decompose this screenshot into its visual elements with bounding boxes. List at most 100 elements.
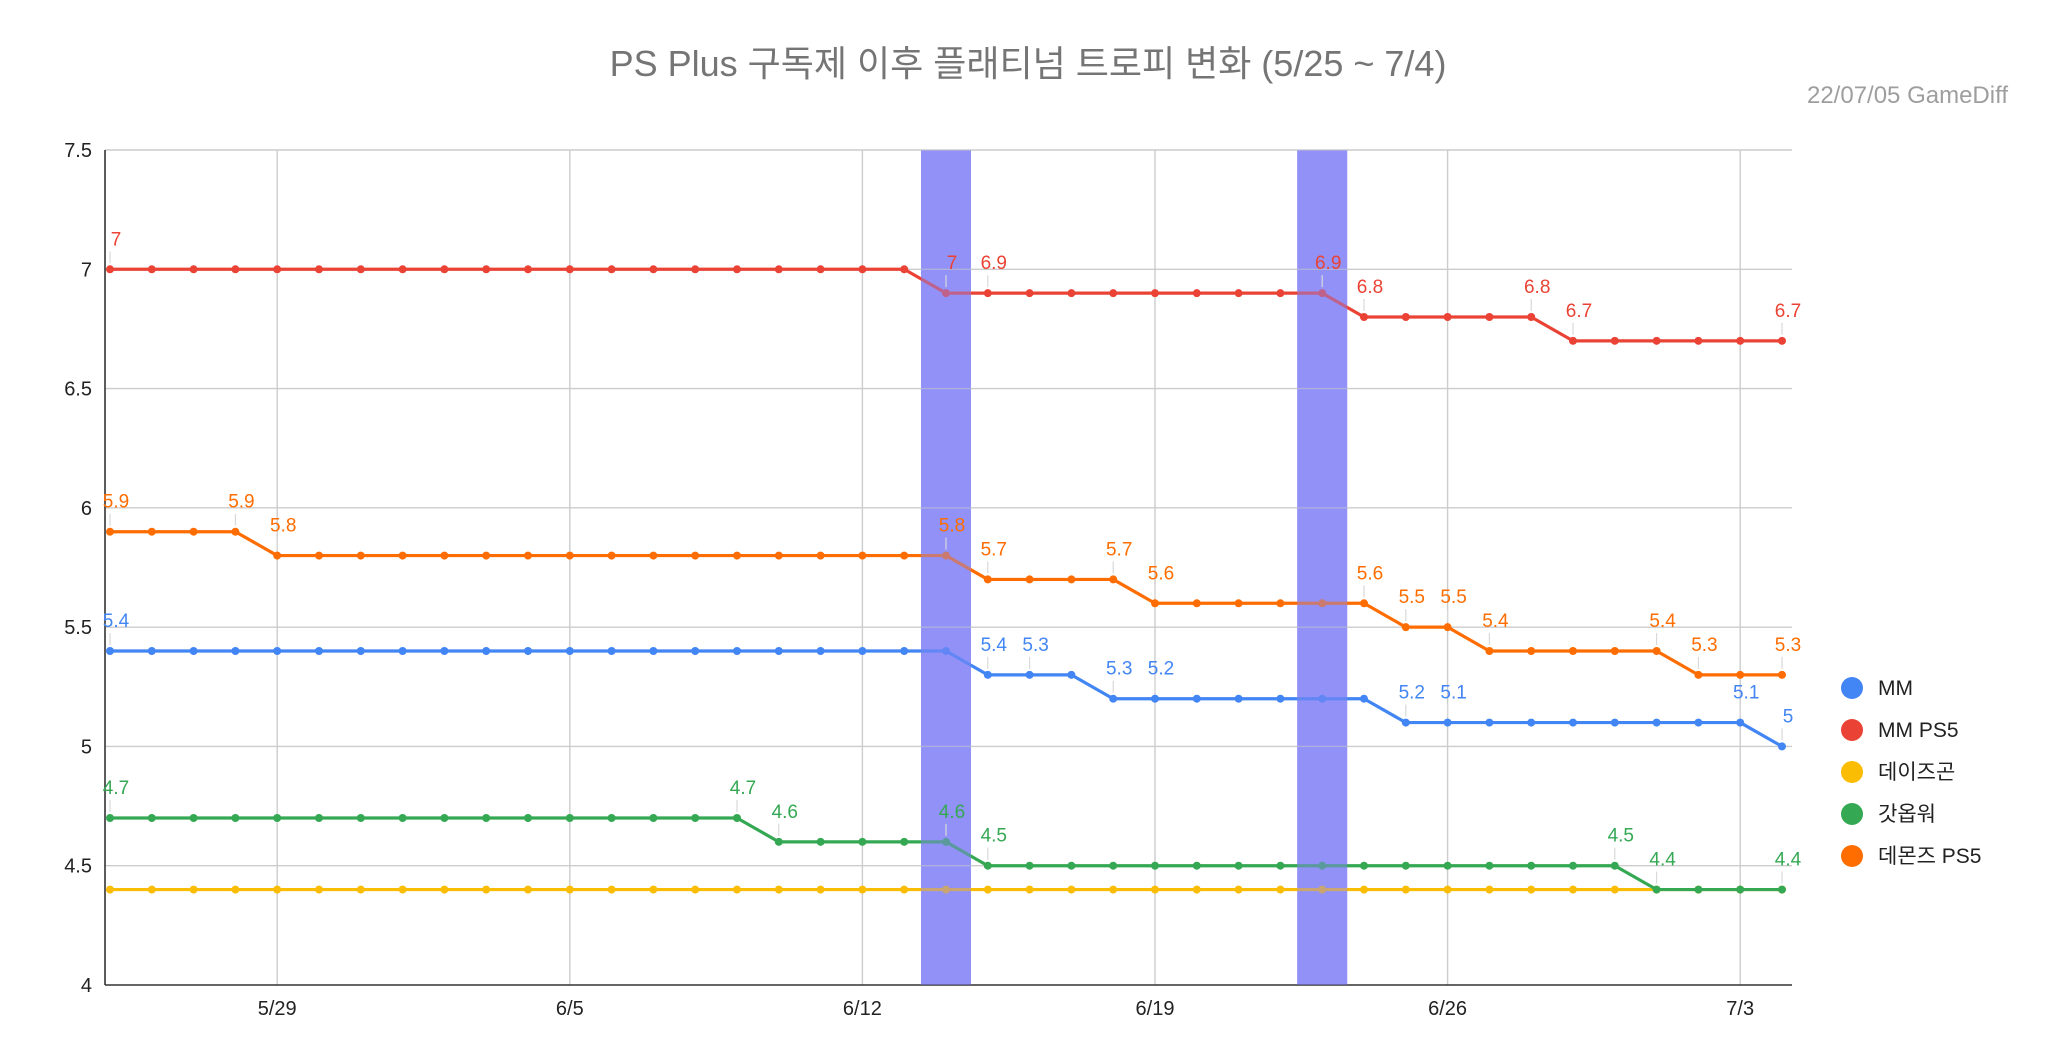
- data-label: 5.1: [1440, 683, 1466, 704]
- data-point: [1276, 289, 1285, 298]
- data-label: 5.7: [1106, 539, 1132, 560]
- data-point: [356, 885, 365, 894]
- data-point: [1151, 861, 1159, 870]
- data-point: [482, 814, 491, 822]
- data-point: [315, 814, 323, 822]
- data-point: [1401, 861, 1410, 870]
- x-tick-label: 6/12: [843, 998, 882, 1020]
- data-label: 5.4: [981, 635, 1008, 656]
- data-point: [1276, 861, 1285, 870]
- data-point: [440, 551, 449, 560]
- data-point: [524, 814, 532, 822]
- data-point: [1360, 885, 1368, 894]
- data-label: 6.8: [1524, 277, 1550, 298]
- data-point: [774, 885, 783, 894]
- legend-marker: [1841, 803, 1863, 825]
- data-point: [942, 551, 950, 560]
- data-label: 5.5: [1440, 587, 1466, 608]
- data-point: [1318, 694, 1327, 703]
- data-point: [1778, 670, 1786, 679]
- data-point: [983, 670, 992, 679]
- data-point: [1569, 885, 1577, 894]
- data-point: [147, 265, 156, 274]
- y-tick-label: 5.5: [64, 617, 92, 639]
- data-point: [1151, 885, 1159, 894]
- data-point: [1025, 861, 1034, 870]
- data-point: [1025, 575, 1034, 584]
- data-point: [649, 265, 658, 274]
- data-point: [524, 647, 532, 655]
- data-point: [1485, 313, 1494, 321]
- data-point: [1192, 861, 1201, 870]
- data-point: [1318, 885, 1327, 894]
- data-point: [482, 265, 491, 274]
- axes: [104, 150, 1792, 986]
- data-point: [1569, 718, 1577, 727]
- data-point: [900, 265, 909, 274]
- data-point: [1443, 861, 1452, 870]
- data-point: [691, 265, 700, 274]
- data-point: [649, 885, 658, 894]
- x-tick-label: 7/3: [1726, 998, 1754, 1020]
- data-point: [1485, 647, 1494, 655]
- data-point: [816, 885, 825, 894]
- data-point: [440, 885, 449, 894]
- x-tick-labels: 5/29 6/5 6/12 6/19 6/26 7/3: [258, 998, 1754, 1020]
- data-point: [1610, 647, 1619, 655]
- data-point: [1610, 718, 1619, 727]
- data-point: [1443, 623, 1452, 632]
- data-point: [440, 814, 449, 822]
- data-label: 5.4: [1482, 611, 1509, 632]
- legend-label: MM: [1878, 677, 1913, 700]
- data-point: [1234, 694, 1243, 703]
- legend-label: 데이즈곤: [1878, 761, 1955, 784]
- data-point: [733, 265, 741, 274]
- data-label: 5.2: [1148, 659, 1174, 680]
- data-point: [607, 265, 616, 274]
- data-point: [942, 289, 950, 298]
- data-point: [1025, 885, 1034, 894]
- data-point: [273, 265, 282, 274]
- x-tick-label: 5/29: [258, 998, 297, 1020]
- data-point: [1192, 289, 1201, 298]
- data-point: [356, 551, 365, 560]
- data-point: [398, 885, 407, 894]
- data-label: 6.7: [1566, 301, 1592, 322]
- data-point: [691, 885, 700, 894]
- data-point: [607, 551, 616, 560]
- data-point: [1318, 861, 1327, 870]
- data-point: [774, 837, 783, 846]
- data-point: [983, 289, 992, 298]
- data-point: [189, 527, 198, 536]
- data-point: [1527, 647, 1536, 655]
- data-point: [1192, 599, 1201, 608]
- data-point: [900, 647, 909, 655]
- data-point: [524, 885, 532, 894]
- data-point: [231, 885, 240, 894]
- data-point: [1192, 694, 1201, 703]
- data-point: [1694, 885, 1703, 894]
- data-point: [273, 885, 282, 894]
- data-point: [356, 647, 365, 655]
- data-point: [1192, 885, 1201, 894]
- data-point: [1067, 575, 1076, 584]
- y-tick-label: 7: [81, 259, 92, 281]
- data-point: [147, 885, 156, 894]
- data-point: [1652, 336, 1661, 345]
- data-point: [1485, 718, 1494, 727]
- data-point: [1527, 313, 1536, 321]
- data-point: [649, 814, 658, 822]
- data-label: 5: [1783, 706, 1794, 727]
- data-point: [106, 885, 114, 894]
- data-point: [942, 885, 950, 894]
- data-label: 4.4: [1775, 850, 1802, 871]
- data-point: [649, 551, 658, 560]
- data-point: [1527, 718, 1536, 727]
- legend-marker: [1841, 845, 1863, 867]
- y-tick-label: 6: [81, 498, 92, 520]
- data-point: [983, 885, 992, 894]
- data-label: 5.3: [1775, 635, 1801, 656]
- data-point: [231, 527, 240, 536]
- data-point: [1694, 336, 1703, 345]
